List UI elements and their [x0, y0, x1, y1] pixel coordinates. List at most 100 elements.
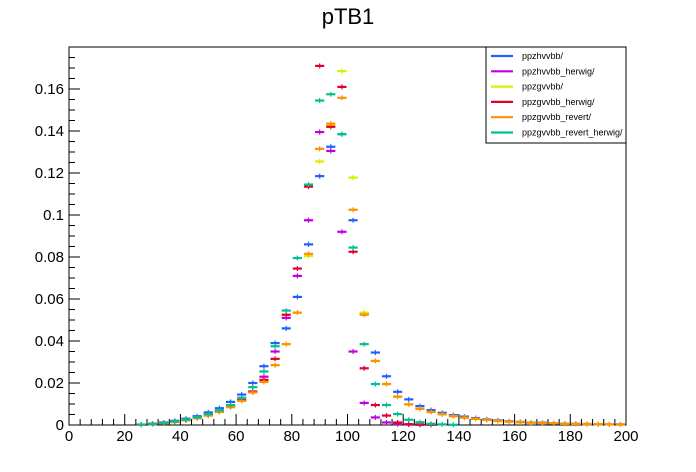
data-point — [214, 407, 224, 413]
y-tick-label: 0 — [56, 417, 64, 434]
data-point — [270, 356, 280, 362]
data-point — [560, 421, 570, 427]
data-point — [393, 411, 403, 417]
data-point — [303, 241, 314, 247]
data-point — [281, 308, 291, 314]
data-point — [270, 362, 280, 368]
x-tick-label: 60 — [228, 428, 245, 445]
data-point — [448, 413, 458, 419]
data-point — [326, 91, 336, 97]
data-point — [448, 422, 458, 428]
data-point — [348, 349, 358, 354]
y-tick-label: 0.02 — [35, 375, 64, 392]
data-point — [281, 325, 291, 331]
data-point — [571, 421, 581, 427]
axis-ticks — [68, 46, 627, 426]
data-point — [359, 312, 369, 318]
data-point — [404, 396, 414, 402]
data-point — [381, 413, 392, 419]
data-point — [526, 420, 536, 426]
data-point — [259, 363, 269, 369]
data-point — [337, 131, 347, 137]
y-tick-label: 0.14 — [35, 123, 64, 140]
x-tick-label: 40 — [172, 428, 189, 445]
legend-entry: ppzgvvbb/ — [491, 82, 564, 92]
legend-label: ppzhvvbb/ — [522, 51, 564, 61]
data-point — [237, 395, 247, 401]
data-point — [292, 294, 302, 300]
data-point — [515, 419, 525, 425]
data-point — [426, 421, 436, 427]
data-point — [203, 411, 213, 417]
data-point — [315, 98, 325, 104]
data-point — [315, 146, 325, 152]
data-point — [337, 229, 347, 235]
legend-box — [485, 46, 627, 144]
x-tick-label: 140 — [446, 428, 471, 445]
data-markers — [136, 63, 625, 428]
data-point — [582, 421, 592, 427]
data-point — [136, 422, 146, 428]
data-point — [292, 266, 302, 272]
data-point — [381, 373, 392, 379]
data-point — [370, 358, 380, 364]
data-point — [337, 84, 347, 90]
data-point — [549, 420, 559, 426]
legend-entry: ppzhvvbb/ — [491, 51, 564, 61]
data-point — [482, 417, 492, 423]
data-point — [337, 95, 347, 101]
data-point — [326, 121, 336, 127]
data-point — [315, 173, 325, 179]
data-point — [471, 416, 481, 422]
x-tick-labels: 0 20 40 60 80 100 120 140 160 180 200 — [65, 428, 639, 445]
data-point — [348, 217, 358, 223]
data-point — [147, 421, 158, 427]
data-point — [348, 245, 358, 251]
legend-entry: ppzgvvbb_revert/ — [491, 112, 592, 122]
data-point — [348, 175, 358, 181]
legend-entry: ppzgvvbb_revert_herwig/ — [491, 128, 623, 138]
data-point — [359, 365, 369, 371]
legend: ppzhvvbb/ppzhvvbb_herwig/ppzgvvbb/ppzgvv… — [485, 46, 627, 144]
data-point — [415, 419, 425, 425]
x-tick-label: 20 — [116, 428, 133, 445]
data-point — [459, 415, 470, 421]
legend-label: ppzhvvbb_herwig/ — [522, 66, 595, 76]
data-point — [270, 349, 280, 354]
data-point — [381, 381, 392, 387]
data-point — [537, 420, 548, 426]
y-tick-label: 0.12 — [35, 165, 64, 182]
data-point — [248, 380, 258, 386]
data-point — [337, 68, 347, 74]
legend-label: ppzgvvbb_herwig/ — [522, 97, 595, 107]
data-point — [437, 421, 447, 427]
y-tick-label: 0.06 — [35, 291, 64, 308]
data-point — [170, 418, 180, 424]
data-point — [370, 402, 380, 408]
data-point — [393, 419, 403, 425]
y-tick-label: 0.1 — [43, 207, 64, 224]
data-point — [593, 421, 603, 427]
data-point — [292, 273, 302, 279]
data-point — [437, 411, 447, 417]
data-point — [426, 409, 436, 415]
x-tick-label: 180 — [558, 428, 583, 445]
data-point — [281, 312, 291, 318]
y-tick-label: 0.16 — [35, 81, 64, 98]
data-point — [381, 419, 392, 425]
data-point — [381, 402, 392, 408]
data-point — [370, 381, 380, 387]
data-point — [393, 389, 403, 395]
x-tick-label: 200 — [613, 428, 638, 445]
data-point — [393, 394, 403, 400]
data-point — [504, 419, 514, 425]
x-tick-label: 120 — [391, 428, 416, 445]
data-point — [259, 368, 269, 374]
data-point — [259, 379, 269, 385]
data-point — [404, 421, 414, 427]
data-point — [359, 400, 369, 406]
y-tick-label: 0.04 — [35, 333, 64, 350]
data-point — [303, 251, 314, 257]
legend-label: ppzgvvbb/ — [522, 82, 564, 92]
x-tick-label: 0 — [65, 428, 73, 445]
